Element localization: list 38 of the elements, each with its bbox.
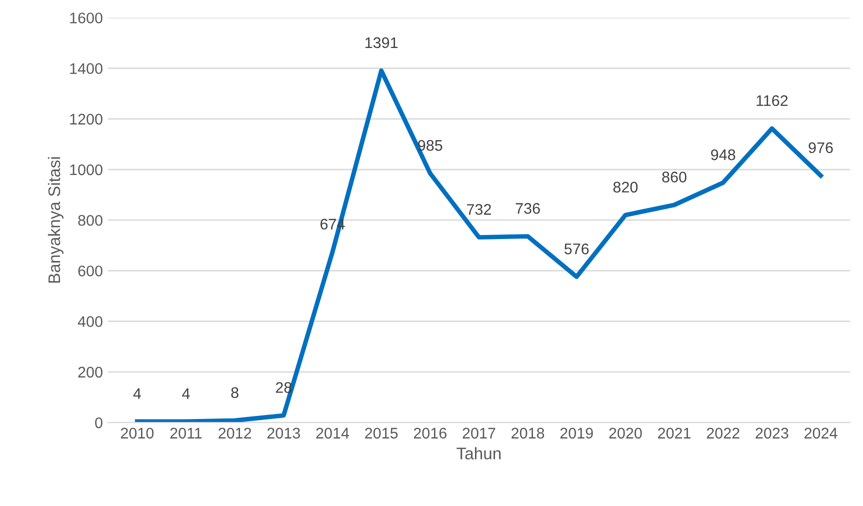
x-axis-title: Tahun bbox=[456, 447, 501, 460]
y-tick-label: 1000 bbox=[70, 164, 102, 176]
data-label: 732 bbox=[467, 204, 491, 215]
y-axis-title: Banyaknya Sitasi bbox=[48, 157, 64, 283]
x-tick-label: 2013 bbox=[267, 428, 300, 439]
data-label: 576 bbox=[564, 244, 589, 254]
y-tick-label: 1600 bbox=[70, 12, 102, 24]
y-tick-label: 800 bbox=[78, 214, 102, 226]
y-tick-label: 600 bbox=[78, 266, 102, 276]
y-tick-label: 400 bbox=[78, 316, 102, 327]
data-label: 976 bbox=[808, 142, 833, 154]
y-tick-label: 1400 bbox=[70, 63, 102, 74]
data-label: 948 bbox=[711, 149, 736, 160]
y-tick-label: 0 bbox=[95, 417, 102, 428]
data-label: 1391 bbox=[365, 37, 398, 48]
data-label: 860 bbox=[662, 172, 686, 182]
y-tick-label: 200 bbox=[78, 366, 102, 378]
x-tick-label: 2024 bbox=[804, 428, 838, 439]
x-tick-label: 2018 bbox=[512, 428, 544, 439]
x-tick-label: 2020 bbox=[609, 428, 642, 439]
data-label: 736 bbox=[516, 203, 540, 214]
data-label: 4 bbox=[182, 388, 190, 399]
x-tick-label: 2011 bbox=[170, 428, 202, 439]
x-tick-label: 2019 bbox=[560, 428, 593, 439]
x-tick-label: 2010 bbox=[120, 428, 154, 439]
x-tick-label: 2016 bbox=[414, 428, 446, 439]
data-label: 820 bbox=[613, 182, 638, 193]
x-tick-label: 2022 bbox=[706, 428, 740, 439]
x-tick-label: 2021 bbox=[658, 428, 691, 439]
x-tick-label: 2023 bbox=[756, 428, 788, 439]
x-tick-label: 2015 bbox=[365, 428, 398, 439]
data-label: 1162 bbox=[756, 95, 788, 106]
y-tick-label: 1200 bbox=[70, 114, 102, 125]
x-tick-label: 2014 bbox=[316, 428, 350, 439]
x-tick-label: 2017 bbox=[462, 428, 496, 439]
x-tick-label: 2012 bbox=[218, 428, 252, 439]
data-label: 8 bbox=[231, 387, 238, 398]
data-label: 4 bbox=[133, 388, 141, 399]
